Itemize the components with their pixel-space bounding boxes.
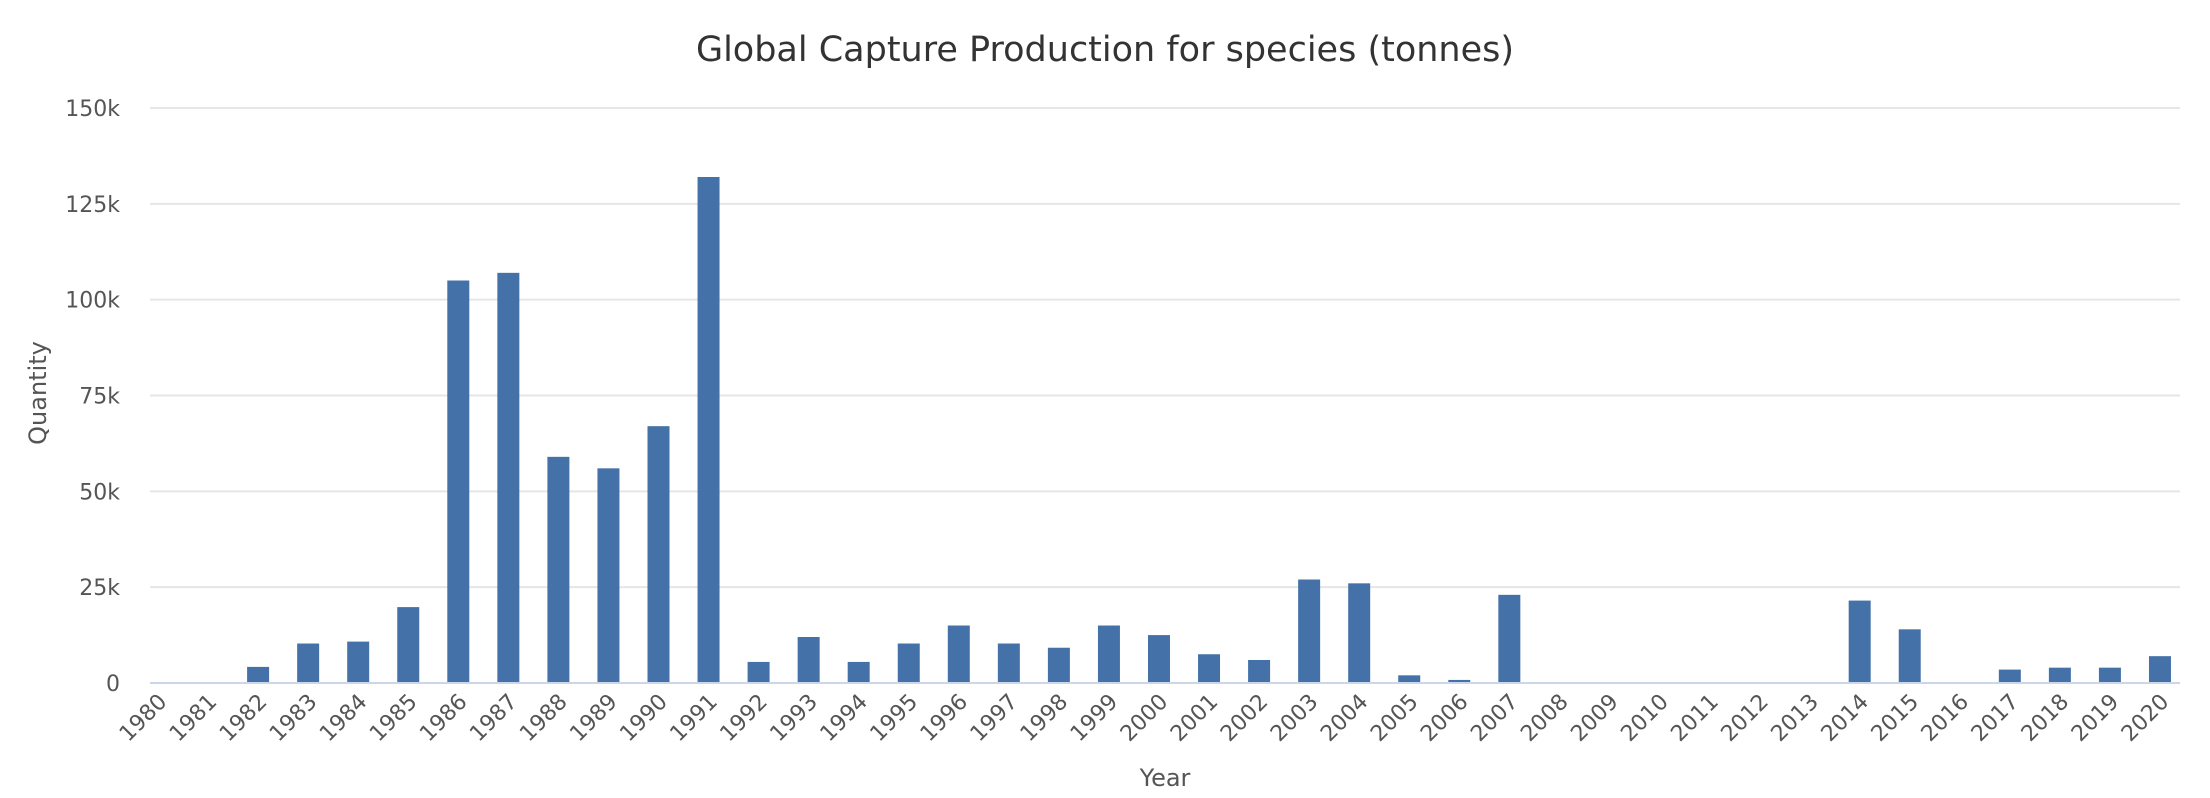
bar-2004[interactable] [1348, 583, 1371, 683]
x-tick-label: 2012 [1717, 690, 1774, 747]
x-tick-label: 1983 [265, 690, 322, 747]
bars [247, 177, 2171, 683]
y-tick-label: 50k [79, 480, 120, 505]
x-tick-label: 1985 [365, 690, 422, 747]
y-axis-title: Quantity [24, 341, 52, 445]
x-tick-label: 1999 [1066, 690, 1123, 747]
bar-1982[interactable] [247, 666, 270, 683]
x-tick-label: 1990 [615, 690, 672, 747]
bar-1989[interactable] [597, 468, 620, 683]
bar-1999[interactable] [1097, 625, 1120, 684]
y-tick-label: 150k [65, 97, 120, 122]
x-tick-label: 1987 [465, 690, 522, 747]
x-tick-label: 1991 [666, 690, 723, 747]
x-tick-label: 2015 [1867, 690, 1924, 747]
x-tick-label: 2009 [1566, 690, 1623, 747]
x-tick-label: 2000 [1116, 690, 1173, 747]
x-tick-label: 2017 [1967, 690, 2024, 747]
x-tick-label: 1984 [315, 690, 372, 747]
bar-2001[interactable] [1198, 654, 1221, 683]
x-tick-label: 1982 [215, 690, 272, 747]
y-tick-label: 125k [65, 193, 120, 218]
x-tick-label: 2001 [1166, 690, 1223, 747]
x-tick-label: 1994 [816, 690, 873, 747]
bar-2014[interactable] [1848, 600, 1871, 683]
bar-1996[interactable] [947, 625, 970, 684]
x-axis-title: Year [1139, 764, 1191, 792]
chart-title: Global Capture Production for species (t… [696, 30, 1514, 70]
x-tick-label: 2013 [1767, 690, 1824, 747]
x-tick-label: 1992 [716, 690, 773, 747]
y-tick-label: 100k [65, 289, 120, 314]
x-tick-label: 2007 [1466, 690, 1523, 747]
bar-2006[interactable] [1448, 679, 1471, 683]
bar-1993[interactable] [797, 637, 820, 683]
bar-2002[interactable] [1248, 660, 1271, 683]
x-tick-label: 1996 [916, 690, 973, 747]
bar-1984[interactable] [347, 641, 370, 683]
x-tick-label: 2005 [1366, 690, 1423, 747]
x-tick-label: 1989 [565, 690, 622, 747]
y-tick-label: 25k [79, 576, 120, 601]
x-tick-label: 2016 [1917, 690, 1974, 747]
bar-2000[interactable] [1147, 635, 1170, 683]
x-tick-label: 1986 [415, 690, 472, 747]
bar-2015[interactable] [1898, 629, 1921, 683]
bar-1997[interactable] [997, 643, 1020, 683]
x-tick-label: 2004 [1316, 690, 1373, 747]
x-tick-label: 1998 [1016, 690, 1073, 747]
bar-2007[interactable] [1498, 594, 1521, 683]
x-tick-label: 1997 [966, 690, 1023, 747]
gridlines [150, 107, 2180, 589]
bar-1998[interactable] [1047, 647, 1070, 683]
x-tick-label: 2008 [1516, 690, 1573, 747]
x-tick-label: 1995 [866, 690, 923, 747]
y-tick-label: 0 [106, 672, 120, 697]
x-tick-label: 2002 [1216, 690, 1273, 747]
x-tick-label: 2018 [2017, 690, 2074, 747]
bar-1986[interactable] [447, 280, 470, 684]
bar-2005[interactable] [1398, 675, 1421, 683]
bar-1995[interactable] [897, 643, 920, 683]
bar-1988[interactable] [547, 456, 570, 683]
bar-1992[interactable] [747, 661, 770, 683]
y-axis-ticks: 0 25k 50k 75k 100k 125k 150k [65, 97, 120, 697]
bar-1983[interactable] [297, 643, 320, 683]
bar-1991[interactable] [697, 177, 720, 683]
x-tick-label: 2014 [1817, 690, 1874, 747]
x-tick-label: 2010 [1616, 690, 1673, 747]
bar-2020[interactable] [2148, 656, 2171, 683]
x-tick-label: 2011 [1666, 690, 1723, 747]
x-tick-label: 1981 [165, 690, 222, 747]
x-tick-label: 1980 [115, 690, 172, 747]
bar-2019[interactable] [2098, 667, 2121, 683]
x-tick-label: 1993 [766, 690, 823, 747]
bar-1994[interactable] [847, 661, 870, 683]
x-tick-label: 2003 [1266, 690, 1323, 747]
bar-2003[interactable] [1298, 579, 1321, 684]
y-tick-label: 75k [79, 385, 120, 410]
x-axis-ticks: 1980198119821983198419851986198719881989… [115, 690, 2174, 747]
x-tick-label: 2019 [2067, 690, 2124, 747]
x-tick-label: 2020 [2117, 690, 2174, 747]
x-tick-label: 2006 [1416, 690, 1473, 747]
bar-1985[interactable] [397, 607, 420, 683]
bar-1987[interactable] [497, 272, 520, 683]
bar-1990[interactable] [647, 426, 670, 683]
x-tick-label: 1988 [515, 690, 572, 747]
bar-2017[interactable] [1998, 669, 2021, 683]
bar-2018[interactable] [2048, 667, 2071, 683]
